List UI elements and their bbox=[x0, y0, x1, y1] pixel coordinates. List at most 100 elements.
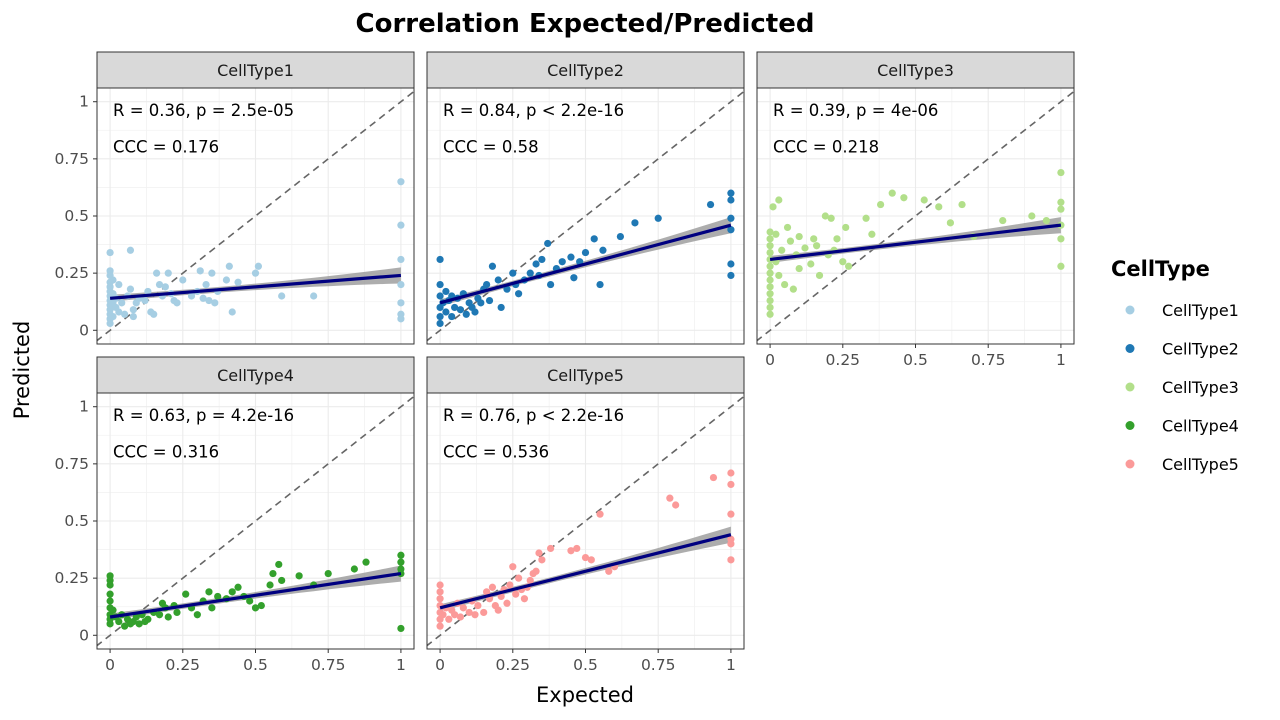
panel-celltype3: CellType3 R = 0.39, p = 4e-06 CCC = 0.218 0… bbox=[756, 51, 1075, 369]
data-point bbox=[234, 278, 242, 286]
data-point bbox=[442, 308, 450, 316]
ccc-label: CCC = 0.176 bbox=[113, 138, 219, 157]
panel-celltype4: CellType4 R = 0.63, p = 4.2e-16 CCC = 0.31… bbox=[54, 356, 415, 674]
facet-strip-label: CellType3 bbox=[877, 61, 954, 80]
data-point bbox=[766, 262, 774, 270]
data-point bbox=[1057, 205, 1065, 213]
plot-area bbox=[427, 393, 744, 649]
data-point bbox=[278, 576, 286, 585]
data-point bbox=[106, 590, 114, 598]
data-point bbox=[795, 264, 803, 273]
data-point bbox=[862, 214, 870, 222]
facet-strip-label: CellType2 bbox=[547, 61, 624, 80]
data-point bbox=[567, 547, 575, 555]
data-point bbox=[538, 556, 546, 564]
data-point bbox=[397, 255, 405, 264]
data-point bbox=[442, 287, 450, 296]
data-point bbox=[251, 604, 260, 612]
data-point bbox=[1057, 235, 1065, 243]
y-tick-label: 0 bbox=[79, 626, 89, 644]
data-point bbox=[596, 510, 604, 518]
facet-strip bbox=[426, 51, 745, 89]
data-point bbox=[783, 223, 792, 232]
data-point bbox=[815, 271, 824, 280]
data-point bbox=[211, 299, 219, 307]
data-point bbox=[497, 303, 505, 312]
data-point bbox=[766, 242, 774, 250]
data-point bbox=[778, 246, 786, 254]
data-point bbox=[900, 194, 908, 202]
data-point bbox=[115, 308, 123, 316]
facet-strip-label: CellType5 bbox=[547, 366, 624, 385]
data-point bbox=[781, 280, 789, 289]
data-point bbox=[605, 567, 613, 575]
data-point bbox=[766, 228, 774, 236]
data-point bbox=[324, 569, 332, 578]
data-point bbox=[775, 196, 783, 204]
data-point bbox=[727, 469, 735, 477]
data-point bbox=[946, 219, 954, 227]
x-tick-label: 0.25 bbox=[826, 351, 861, 369]
x-tick-label: 0.5 bbox=[903, 351, 928, 369]
data-point bbox=[631, 219, 639, 227]
data-point bbox=[526, 269, 534, 277]
data-point bbox=[766, 269, 774, 277]
data-point bbox=[769, 203, 777, 211]
data-point bbox=[462, 310, 470, 318]
data-point bbox=[179, 276, 187, 284]
plot-area bbox=[757, 88, 1074, 344]
data-point bbox=[483, 280, 491, 289]
data-point bbox=[789, 285, 797, 293]
data-point bbox=[727, 480, 735, 489]
x-tick-label: 0 bbox=[435, 656, 445, 674]
data-point bbox=[173, 608, 181, 617]
y-tick-label: 0.5 bbox=[64, 207, 89, 225]
data-point bbox=[164, 269, 172, 277]
data-point bbox=[161, 283, 169, 291]
x-tick-label: 0.75 bbox=[641, 656, 676, 674]
x-tick-label: 0.75 bbox=[971, 351, 1006, 369]
data-point bbox=[766, 303, 774, 312]
data-point bbox=[362, 558, 370, 566]
data-point bbox=[436, 622, 444, 630]
data-point bbox=[1057, 262, 1065, 270]
data-point bbox=[436, 588, 444, 596]
data-point bbox=[581, 553, 590, 562]
data-point bbox=[999, 216, 1007, 225]
data-point bbox=[706, 200, 715, 209]
data-point bbox=[512, 590, 520, 598]
x-tick-label: 1 bbox=[726, 656, 736, 674]
data-point bbox=[515, 290, 523, 298]
data-point bbox=[397, 299, 405, 307]
facet-strip-label: CellType1 bbox=[217, 61, 294, 80]
data-point bbox=[208, 269, 216, 277]
data-point bbox=[251, 269, 260, 277]
data-point bbox=[164, 613, 172, 621]
x-tick-label: 0 bbox=[765, 351, 775, 369]
facet-strip bbox=[756, 51, 1075, 89]
data-point bbox=[833, 235, 841, 243]
panel-celltype5: CellType5 R = 0.76, p < 2.2e-16 CCC = 0.53… bbox=[426, 356, 745, 674]
panel-border bbox=[426, 87, 745, 345]
data-point bbox=[141, 296, 149, 305]
y-axis-title: Predicted bbox=[10, 321, 34, 420]
data-point bbox=[121, 310, 129, 318]
data-point bbox=[616, 232, 624, 241]
x-tick-label: 1 bbox=[396, 656, 406, 674]
data-point bbox=[766, 276, 774, 284]
x-tick-label: 0 bbox=[105, 656, 115, 674]
data-point bbox=[766, 283, 774, 291]
data-point bbox=[570, 274, 578, 282]
data-point bbox=[503, 599, 511, 607]
data-point bbox=[436, 292, 444, 300]
data-point bbox=[115, 617, 123, 626]
identity-line bbox=[427, 90, 744, 342]
data-point bbox=[772, 230, 780, 238]
data-point bbox=[397, 178, 405, 186]
data-point bbox=[155, 611, 164, 619]
correlation-label: R = 0.63, p = 4.2e-16 bbox=[113, 406, 294, 425]
data-point bbox=[129, 312, 137, 321]
correlation-label: R = 0.84, p < 2.2e-16 bbox=[443, 101, 624, 120]
data-point bbox=[839, 258, 847, 266]
data-point bbox=[766, 296, 774, 305]
